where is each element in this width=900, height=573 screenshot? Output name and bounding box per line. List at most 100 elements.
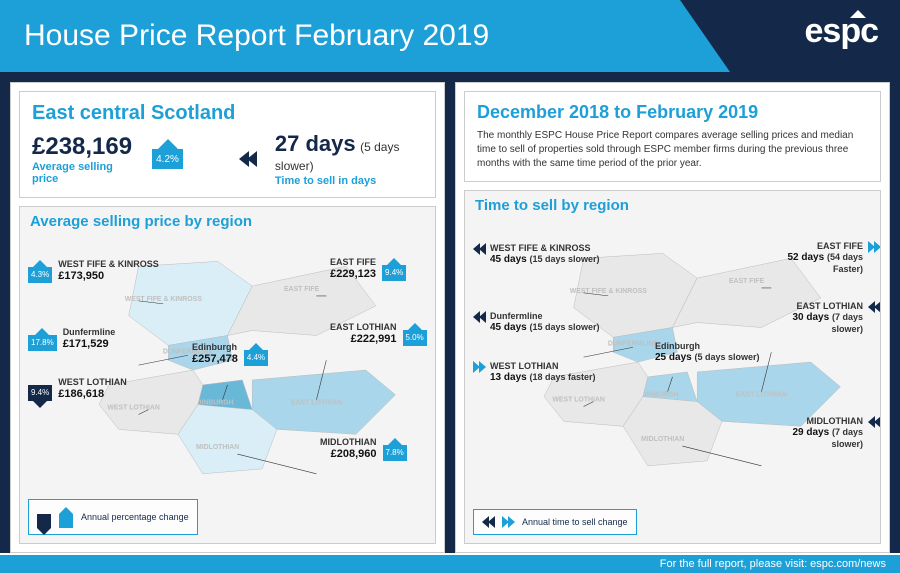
svg-text:MIDLOTHIAN: MIDLOTHIAN	[641, 436, 684, 443]
intro-body: The monthly ESPC House Price Report comp…	[477, 129, 868, 171]
region-name: WEST LOTHIAN	[58, 377, 127, 388]
legend-down-icon	[37, 514, 51, 528]
price-legend-text: Annual percentage change	[81, 512, 189, 522]
region-days: 13 days (18 days faster)	[490, 372, 596, 384]
time-map: WEST FIFE & KINROSSEAST FIFEDUNFERMLINEE…	[465, 191, 880, 543]
region-name: Edinburgh	[655, 341, 760, 352]
logo-text: espc	[805, 12, 879, 50]
right-panel: December 2018 to February 2019 The month…	[455, 82, 890, 553]
price-map-section: Average selling price by region WEST FIF…	[19, 206, 436, 544]
price-callout-5: EAST LOTHIAN£222,991 5.0%	[330, 322, 427, 346]
svg-text:WEST FIFE & KINROSS: WEST FIFE & KINROSS	[570, 288, 648, 295]
page-title: House Price Report February 2019	[24, 19, 489, 53]
time-legend: Annual time to sell change	[473, 509, 637, 535]
avg-price-block: £238,169 Average selling price	[32, 133, 132, 185]
region-value: £257,478	[192, 353, 238, 366]
logo: espc	[805, 12, 879, 51]
pct-badge: 17.8%	[28, 335, 57, 351]
time-callout-1: Dunfermline45 days (15 days slower)	[473, 311, 600, 334]
pct-badge: 5.0%	[403, 330, 427, 346]
time-arrow-icon	[473, 311, 485, 323]
legend-faster-icon	[502, 516, 514, 528]
price-callout-0: 4.3% WEST FIFE & KINROSS£173,950	[28, 259, 159, 283]
summary-card: East central Scotland £238,169 Average s…	[19, 91, 436, 198]
footer-bar: For the full report, please visit: espc.…	[0, 555, 900, 573]
summary-row: £238,169 Average selling price 4.2% 27 d…	[32, 131, 423, 187]
pct-badge: 7.8%	[383, 445, 407, 461]
svg-text:EAST FIFE: EAST FIFE	[729, 278, 765, 285]
region-days: 25 days (5 days slower)	[655, 352, 760, 364]
region-value: £186,618	[58, 388, 127, 401]
pct-badge: 9.4%	[28, 385, 52, 401]
price-callout-3: Edinburgh£257,478 4.4%	[192, 342, 268, 366]
region-name: EAST FIFE	[765, 241, 863, 252]
content: East central Scotland £238,169 Average s…	[0, 72, 900, 553]
svg-text:DUNFERMLINE: DUNFERMLINE	[608, 340, 659, 347]
time-callout-6: MIDLOTHIAN29 days (7 days slower)	[765, 416, 880, 451]
price-legend: Annual percentage change	[28, 499, 198, 535]
price-callout-6: MIDLOTHIAN£208,960 7.8%	[320, 437, 407, 461]
time-callout-3: Edinburgh25 days (5 days slower)	[655, 341, 760, 364]
svg-text:EAST LOTHIAN: EAST LOTHIAN	[291, 400, 342, 407]
time-callout-2: WEST LOTHIAN13 days (18 days faster)	[473, 361, 596, 384]
logo-roof-icon	[850, 10, 866, 18]
svg-text:WEST FIFE & KINROSS: WEST FIFE & KINROSS	[125, 296, 203, 303]
price-map: WEST FIFE & KINROSSEAST FIFEDUNFERMLINEE…	[20, 207, 435, 543]
time-arrows-icon	[239, 151, 255, 167]
svg-text:WEST LOTHIAN: WEST LOTHIAN	[552, 397, 605, 404]
svg-text:EAST FIFE: EAST FIFE	[284, 286, 320, 293]
time-map-section: Time to sell by region WEST FIFE & KINRO…	[464, 190, 881, 544]
region-name: Dunfermline	[63, 327, 116, 338]
time-arrow-icon	[473, 243, 485, 255]
avg-price-change-badge: 4.2%	[152, 149, 183, 169]
svg-text:EAST LOTHIAN: EAST LOTHIAN	[736, 392, 787, 399]
region-name: EAST FIFE	[330, 257, 376, 268]
legend-slower-icon	[482, 516, 494, 528]
avg-price-value: £238,169	[32, 133, 132, 161]
time-block: 27 days (5 days slower) Time to sell in …	[275, 131, 423, 187]
time-arrow-icon	[868, 301, 880, 313]
summary-title: East central Scotland	[32, 102, 423, 125]
region-days: 52 days (54 days Faster)	[765, 252, 863, 276]
region-name: Dunfermline	[490, 311, 600, 322]
time-map-title: Time to sell by region	[475, 197, 629, 214]
region-value: £208,960	[320, 448, 377, 461]
pct-badge: 9.4%	[382, 265, 406, 281]
price-callout-4: EAST FIFE£229,123 9.4%	[330, 257, 406, 281]
time-arrow-icon	[473, 361, 485, 373]
time-legend-text: Annual time to sell change	[522, 517, 628, 527]
region-days: 29 days (7 days slower)	[765, 427, 863, 451]
region-name: Edinburgh	[192, 342, 238, 353]
time-value: 27 days	[275, 131, 356, 156]
footer-text: For the full report, please visit: espc.…	[660, 558, 886, 570]
time-label: Time to sell in days	[275, 175, 423, 187]
price-map-title: Average selling price by region	[30, 213, 252, 230]
time-callout-5: EAST LOTHIAN30 days (7 days slower)	[765, 301, 880, 336]
region-name: WEST LOTHIAN	[490, 361, 596, 372]
region-days: 45 days (15 days slower)	[490, 254, 600, 266]
pct-badge: 4.3%	[28, 267, 52, 283]
time-arrow-icon	[868, 416, 880, 428]
region-name: MIDLOTHIAN	[320, 437, 377, 448]
avg-price-label: Average selling price	[32, 161, 132, 185]
region-name: WEST FIFE & KINROSS	[58, 259, 159, 270]
region-value: £222,991	[330, 333, 397, 346]
time-arrow-icon	[868, 241, 880, 253]
intro-card: December 2018 to February 2019 The month…	[464, 91, 881, 182]
header-bar: House Price Report February 2019 espc	[0, 0, 900, 72]
price-callout-1: 17.8% Dunfermline£171,529	[28, 327, 115, 351]
time-callout-4: EAST FIFE52 days (54 days Faster)	[765, 241, 880, 276]
region-name: WEST FIFE & KINROSS	[490, 243, 600, 254]
legend-up-icon	[59, 514, 73, 528]
region-days: 45 days (15 days slower)	[490, 322, 600, 334]
pct-badge: 4.4%	[244, 350, 268, 366]
region-name: EAST LOTHIAN	[765, 301, 863, 312]
avg-price-change-pct: 4.2%	[156, 154, 179, 165]
left-panel: East central Scotland £238,169 Average s…	[10, 82, 445, 553]
region-value: £171,529	[63, 338, 116, 351]
region-name: EAST LOTHIAN	[330, 322, 397, 333]
svg-text:MIDLOTHIAN: MIDLOTHIAN	[196, 444, 239, 451]
region-value: £173,950	[58, 270, 159, 283]
region-value: £229,123	[330, 268, 376, 281]
intro-title: December 2018 to February 2019	[477, 102, 868, 123]
